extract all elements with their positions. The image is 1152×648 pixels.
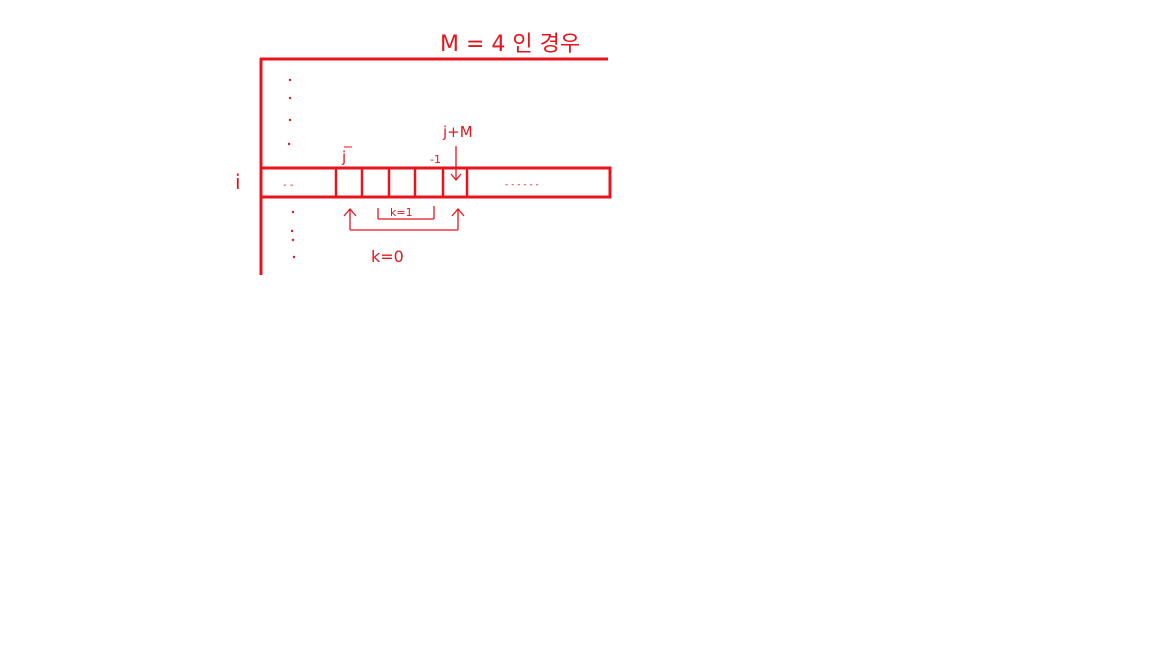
col-j-label: j <box>341 148 346 166</box>
down-arrow-icon <box>450 146 462 182</box>
row-i-strip <box>259 166 612 199</box>
k1-label: k=1 <box>390 206 413 219</box>
k0-label: k=0 <box>371 247 404 266</box>
right-row-ellipsis: - - - - - - <box>505 180 539 190</box>
diagram-title: M = 4 인 경우 <box>440 32 580 57</box>
row-i-label: i <box>235 170 241 194</box>
col-j-plus-m-label: j+M <box>442 123 473 141</box>
k1-bracket <box>377 206 435 220</box>
minus-one-label: -1 <box>430 153 441 166</box>
vertical-ellipsis-top <box>287 78 292 146</box>
k0-bracket <box>343 208 465 231</box>
left-row-ellipsis: - - <box>283 180 294 191</box>
cell-dividers <box>334 168 469 197</box>
vertical-ellipsis-bottom <box>290 210 296 259</box>
